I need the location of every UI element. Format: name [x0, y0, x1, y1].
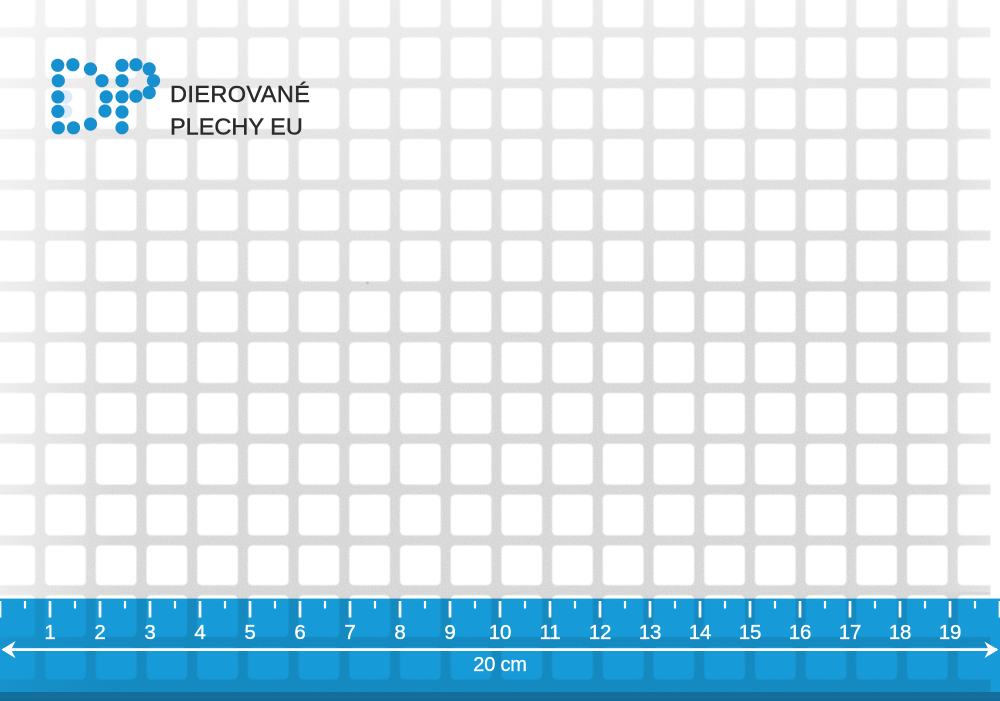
- svg-text:11: 11: [540, 621, 561, 644]
- svg-text:14: 14: [689, 621, 711, 644]
- svg-text:4: 4: [194, 621, 205, 644]
- svg-text:9: 9: [444, 621, 455, 644]
- svg-text:18: 18: [889, 621, 911, 644]
- svg-text:DIEROVANÉ: DIEROVANÉ: [170, 81, 310, 107]
- svg-text:10: 10: [489, 621, 511, 644]
- svg-text:15: 15: [739, 621, 761, 644]
- svg-text:1: 1: [44, 621, 55, 644]
- svg-text:5: 5: [244, 621, 255, 644]
- svg-text:19: 19: [939, 621, 961, 644]
- svg-text:20 cm: 20 cm: [473, 654, 526, 676]
- svg-text:12: 12: [589, 621, 611, 644]
- svg-text:13: 13: [639, 621, 661, 644]
- svg-text:8: 8: [394, 621, 405, 644]
- svg-text:16: 16: [789, 621, 811, 644]
- svg-text:17: 17: [839, 621, 861, 644]
- svg-text:6: 6: [294, 621, 305, 644]
- svg-text:PLECHY EU: PLECHY EU: [170, 114, 303, 140]
- svg-text:2: 2: [94, 621, 105, 644]
- svg-text:7: 7: [344, 621, 355, 644]
- svg-text:3: 3: [144, 621, 155, 644]
